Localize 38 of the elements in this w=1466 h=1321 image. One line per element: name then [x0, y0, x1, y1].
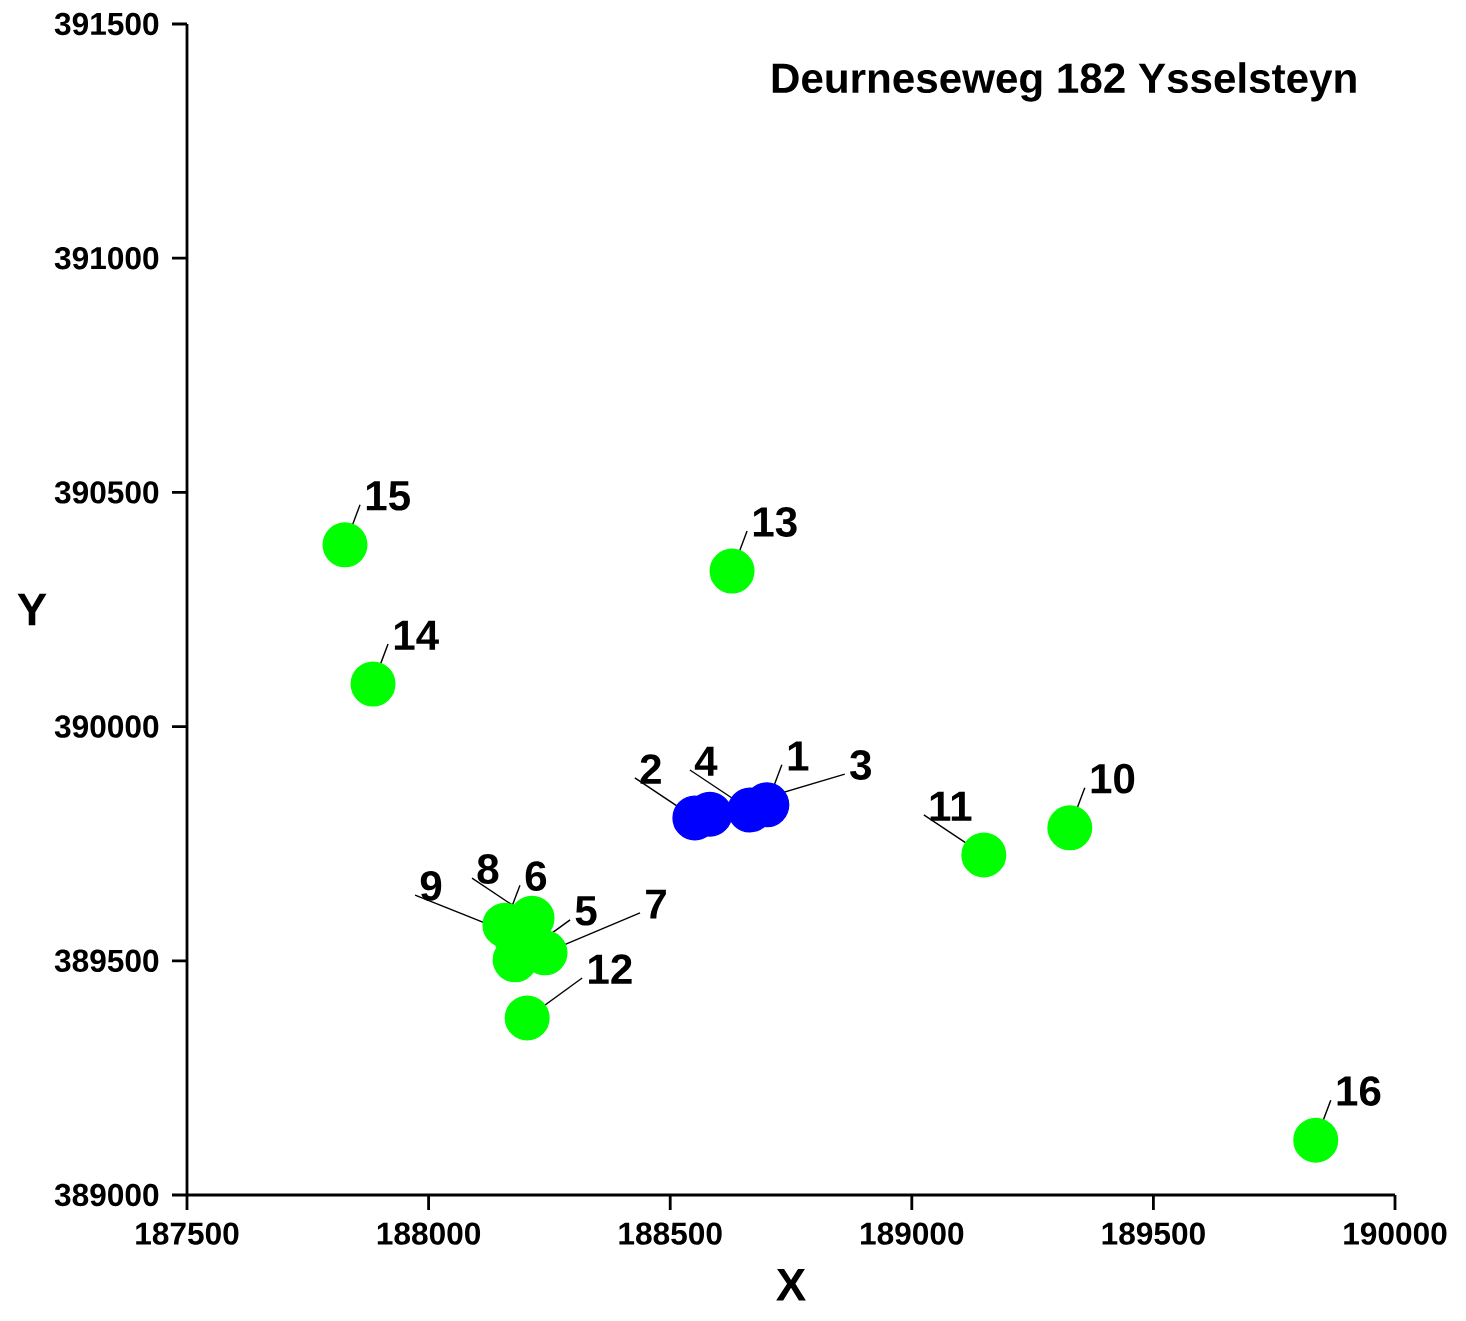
y-axis-title: Y — [17, 593, 47, 626]
annotation: 8 — [477, 854, 499, 884]
annotation: 11 — [930, 791, 972, 821]
x-tick-label: 189000 — [861, 1222, 964, 1245]
annotation: 2 — [640, 754, 661, 784]
annotation: 1 — [788, 741, 809, 771]
x-axis-title: X — [776, 1268, 806, 1301]
annotation: 12 — [589, 954, 632, 984]
annotation: 15 — [366, 481, 410, 511]
annotation: 6 — [525, 861, 547, 891]
x-tick-label: 188500 — [619, 1222, 722, 1245]
point — [322, 522, 368, 568]
annotation: 9 — [420, 870, 442, 901]
y-tick-label: 391000 — [54, 246, 159, 270]
point — [350, 661, 396, 707]
annotation: 4 — [694, 746, 718, 776]
y-tick-label: 390500 — [54, 481, 159, 504]
annotation: 16 — [1337, 1076, 1381, 1106]
annotation: 7 — [646, 889, 666, 919]
y-tick-label: 389000 — [54, 1183, 159, 1207]
point — [961, 832, 1007, 878]
point — [504, 995, 550, 1041]
x-tick-label: 190000 — [1344, 1222, 1447, 1245]
annotation: 10 — [1091, 763, 1135, 794]
x-tick-label: 188000 — [377, 1222, 481, 1245]
y-tick-label: 389500 — [54, 949, 159, 972]
annotation: 13 — [753, 506, 797, 537]
y-tick-label: 391500 — [54, 12, 159, 36]
point — [1047, 805, 1093, 851]
x-tick-label: 189500 — [1102, 1222, 1205, 1245]
point — [709, 548, 755, 594]
x-tick-label: 187500 — [136, 1222, 239, 1245]
annotation: 3 — [850, 750, 871, 780]
annotation: 5 — [575, 896, 597, 926]
text: Deurneseweg 182 Ysselsteyn — [772, 62, 1356, 102]
annotation: 14 — [394, 620, 439, 650]
y-tick-label: 390000 — [54, 715, 159, 738]
point — [1293, 1117, 1339, 1163]
